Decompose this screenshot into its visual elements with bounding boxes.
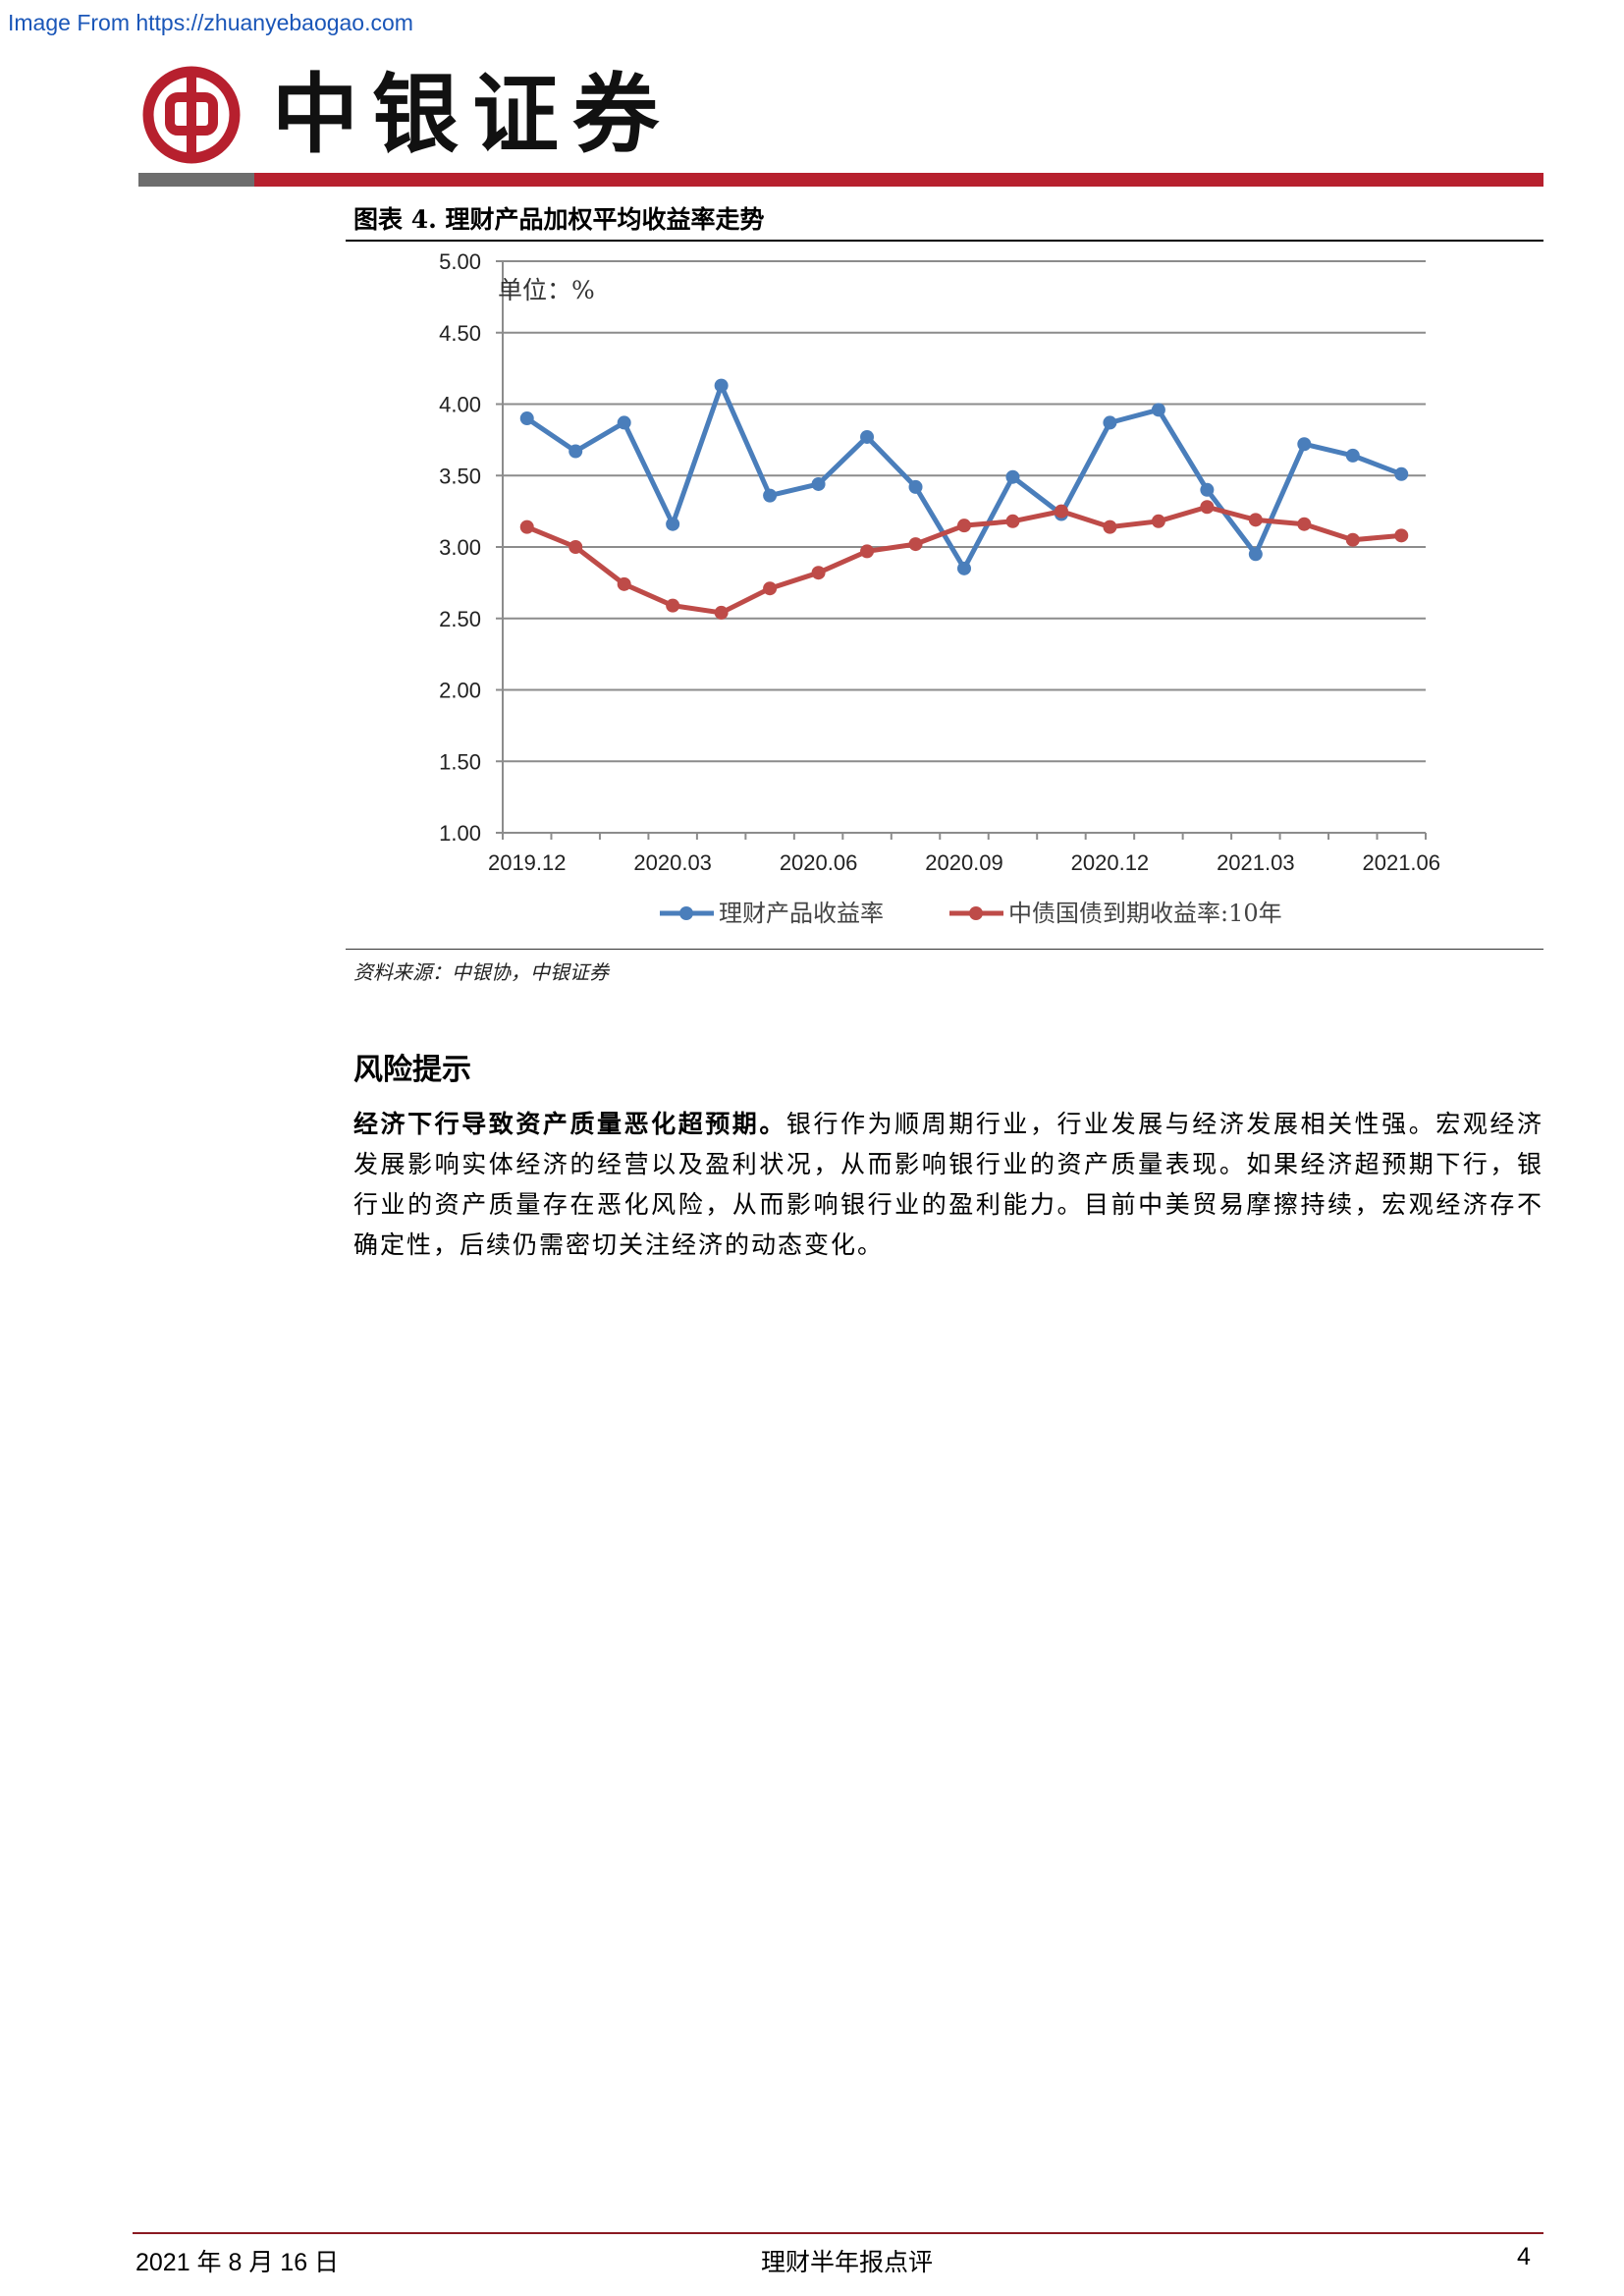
data-point xyxy=(1151,514,1165,528)
series-line xyxy=(525,383,1403,572)
risk-lead-sentence: 经济下行导致资产质量恶化超预期。 xyxy=(353,1110,786,1138)
legend-item: 中债国债到期收益率:10年 xyxy=(949,900,1282,927)
figure-bottom-rule xyxy=(346,949,1543,950)
data-point xyxy=(1200,500,1215,515)
data-point xyxy=(666,598,680,613)
footer-rule xyxy=(133,2232,1543,2234)
data-point xyxy=(1394,528,1409,543)
brand-name: 中银证券 xyxy=(272,63,674,165)
series-2 xyxy=(519,500,1409,620)
data-point xyxy=(908,479,923,494)
data-point xyxy=(519,519,534,534)
x-tick-label: 2020.03 xyxy=(633,850,712,875)
footer-report-title: 理财半年报点评 xyxy=(761,2248,934,2276)
data-point xyxy=(811,566,826,580)
data-point xyxy=(1297,437,1312,452)
series-1 xyxy=(519,378,1409,575)
data-point xyxy=(860,429,875,444)
data-point xyxy=(763,581,778,596)
data-point xyxy=(714,605,729,620)
data-point xyxy=(908,537,923,552)
boc-logo-icon xyxy=(142,66,241,164)
header-logo: 中银证券 xyxy=(142,61,692,169)
y-tick-label: 4.00 xyxy=(439,393,481,417)
data-point xyxy=(617,415,631,430)
legend-swatch-marker xyxy=(679,906,693,920)
chart-grid xyxy=(503,260,1426,834)
legend-label: 理财产品收益率 xyxy=(719,900,884,927)
y-tick-label: 1.00 xyxy=(439,821,481,846)
footer-date: 2021 年 8 月 16 日 xyxy=(135,2249,340,2276)
data-point xyxy=(1248,547,1263,562)
y-tick-label: 3.00 xyxy=(439,535,481,560)
chart-unit-label: 单位：% xyxy=(498,276,595,304)
data-point xyxy=(1248,513,1263,527)
data-point xyxy=(1103,415,1117,430)
data-point xyxy=(1345,532,1360,547)
chart-legend: 理财产品收益率 中债国债到期收益率:10年 xyxy=(660,900,1282,927)
data-point xyxy=(957,519,971,533)
data-point xyxy=(519,411,534,426)
data-point xyxy=(666,517,680,531)
header-bar-grey xyxy=(138,173,254,187)
chart-axes: 1.00 1.50 2.00 2.50 3.00 3.50 4.00 4.50 5.00 2019… xyxy=(439,249,1440,875)
y-tick-label: 2.00 xyxy=(439,679,481,703)
watermark-link[interactable]: Image From https://zhuanyebaogao.com xyxy=(8,10,413,35)
data-point xyxy=(1103,519,1117,534)
legend-item: 理财产品收益率 xyxy=(660,900,884,927)
data-point xyxy=(617,576,631,591)
figure-source: 资料来源：中银协，中银证券 xyxy=(353,960,609,984)
legend-label: 中债国债到期收益率:10年 xyxy=(1008,900,1282,927)
x-tick-label: 2020.06 xyxy=(780,850,858,875)
y-tick-label: 1.50 xyxy=(439,749,481,774)
x-tick-label: 2021.06 xyxy=(1362,850,1440,875)
data-point xyxy=(957,561,971,575)
header-bar-red xyxy=(254,173,1543,187)
x-tick-label: 2019.12 xyxy=(488,850,567,875)
data-point xyxy=(1394,466,1409,481)
section-heading-risk: 风险提示 xyxy=(353,1053,471,1087)
page-number: 4 xyxy=(1517,2243,1531,2270)
data-point xyxy=(860,544,875,559)
y-tick-label: 2.50 xyxy=(439,607,481,631)
line-chart: 1.00 1.50 2.00 2.50 3.00 3.50 4.00 4.50 5.00 2019… xyxy=(439,249,1440,927)
data-point xyxy=(1297,517,1312,531)
x-tick-label: 2021.03 xyxy=(1217,850,1295,875)
y-tick-label: 4.50 xyxy=(439,321,481,346)
data-point xyxy=(714,378,729,393)
data-point xyxy=(1054,504,1068,519)
data-point xyxy=(763,488,778,503)
risk-body-text: 银行作为顺周期行业，行业发展与经济发展相关性强。宏观经济发展影响实体经济的经营以… xyxy=(353,1110,1543,1259)
chart-series xyxy=(519,378,1409,620)
x-tick-label: 2020.09 xyxy=(925,850,1003,875)
x-tick-label: 2020.12 xyxy=(1071,850,1150,875)
data-point xyxy=(1345,448,1360,463)
data-point xyxy=(811,476,826,491)
data-point xyxy=(568,444,583,459)
data-point xyxy=(1005,514,1020,528)
legend-swatch-marker xyxy=(969,906,983,920)
data-point xyxy=(1151,403,1165,417)
y-tick-label: 3.50 xyxy=(439,464,481,488)
data-point xyxy=(1005,469,1020,484)
risk-paragraph: 经济下行导致资产质量恶化超预期。银行作为顺周期行业，行业发展与经济发展相关性强。… xyxy=(353,1104,1543,1265)
figure-title: 图表 4. 理财产品加权平均收益率走势 xyxy=(353,205,765,234)
figure-top-rule xyxy=(346,240,1543,242)
data-point xyxy=(1200,482,1215,497)
data-point xyxy=(568,540,583,554)
y-tick-label: 5.00 xyxy=(439,249,481,274)
